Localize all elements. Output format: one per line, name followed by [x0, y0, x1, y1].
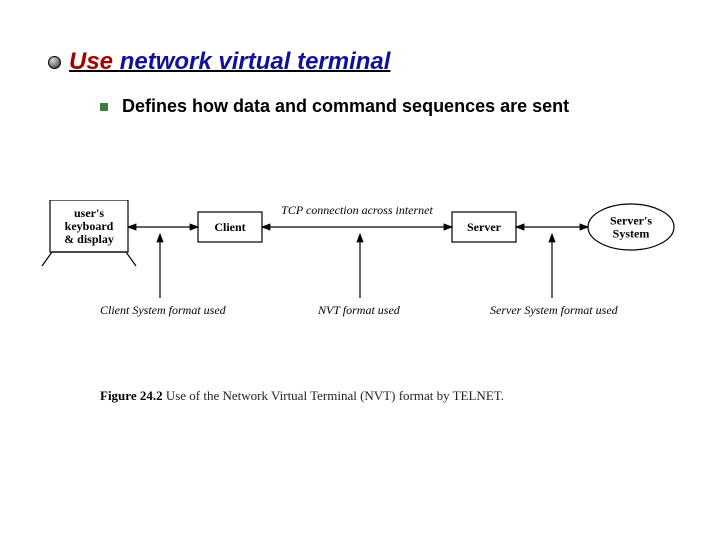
sphere-bullet-icon [48, 56, 61, 69]
title-row: Use network virtual terminal [48, 48, 390, 76]
caption-label: Figure 24.2 [100, 388, 163, 403]
square-bullet-icon [100, 103, 108, 111]
nvt-diagram: user'skeyboard& display Client Server Serve… [40, 200, 680, 370]
svg-text:System: System [613, 227, 650, 241]
title-emph: network virtual terminal [120, 48, 391, 75]
svg-text:TCP connection across internet: TCP connection across internet [281, 203, 433, 217]
title-prefix: Use [69, 48, 120, 75]
svg-text:NVT format used: NVT format used [317, 303, 401, 317]
svg-text:user's: user's [74, 206, 104, 220]
figure-caption: Figure 24.2 Use of the Network Virtual T… [100, 388, 504, 404]
svg-text:Client: Client [214, 220, 245, 234]
svg-text:& display: & display [64, 232, 114, 246]
svg-text:Client System format used: Client System format used [100, 303, 227, 317]
svg-text:keyboard: keyboard [65, 219, 114, 233]
slide: Use network virtual terminal Defines how… [0, 0, 720, 540]
svg-text:Server System format used: Server System format used [490, 303, 619, 317]
subtitle-text: Defines how data and command sequences a… [122, 96, 569, 117]
svg-text:Server's: Server's [610, 214, 652, 228]
svg-text:Server: Server [467, 220, 502, 234]
caption-text: Use of the Network Virtual Terminal (NVT… [163, 388, 504, 403]
slide-title: Use network virtual terminal [69, 48, 390, 76]
subtitle-row: Defines how data and command sequences a… [100, 96, 569, 117]
